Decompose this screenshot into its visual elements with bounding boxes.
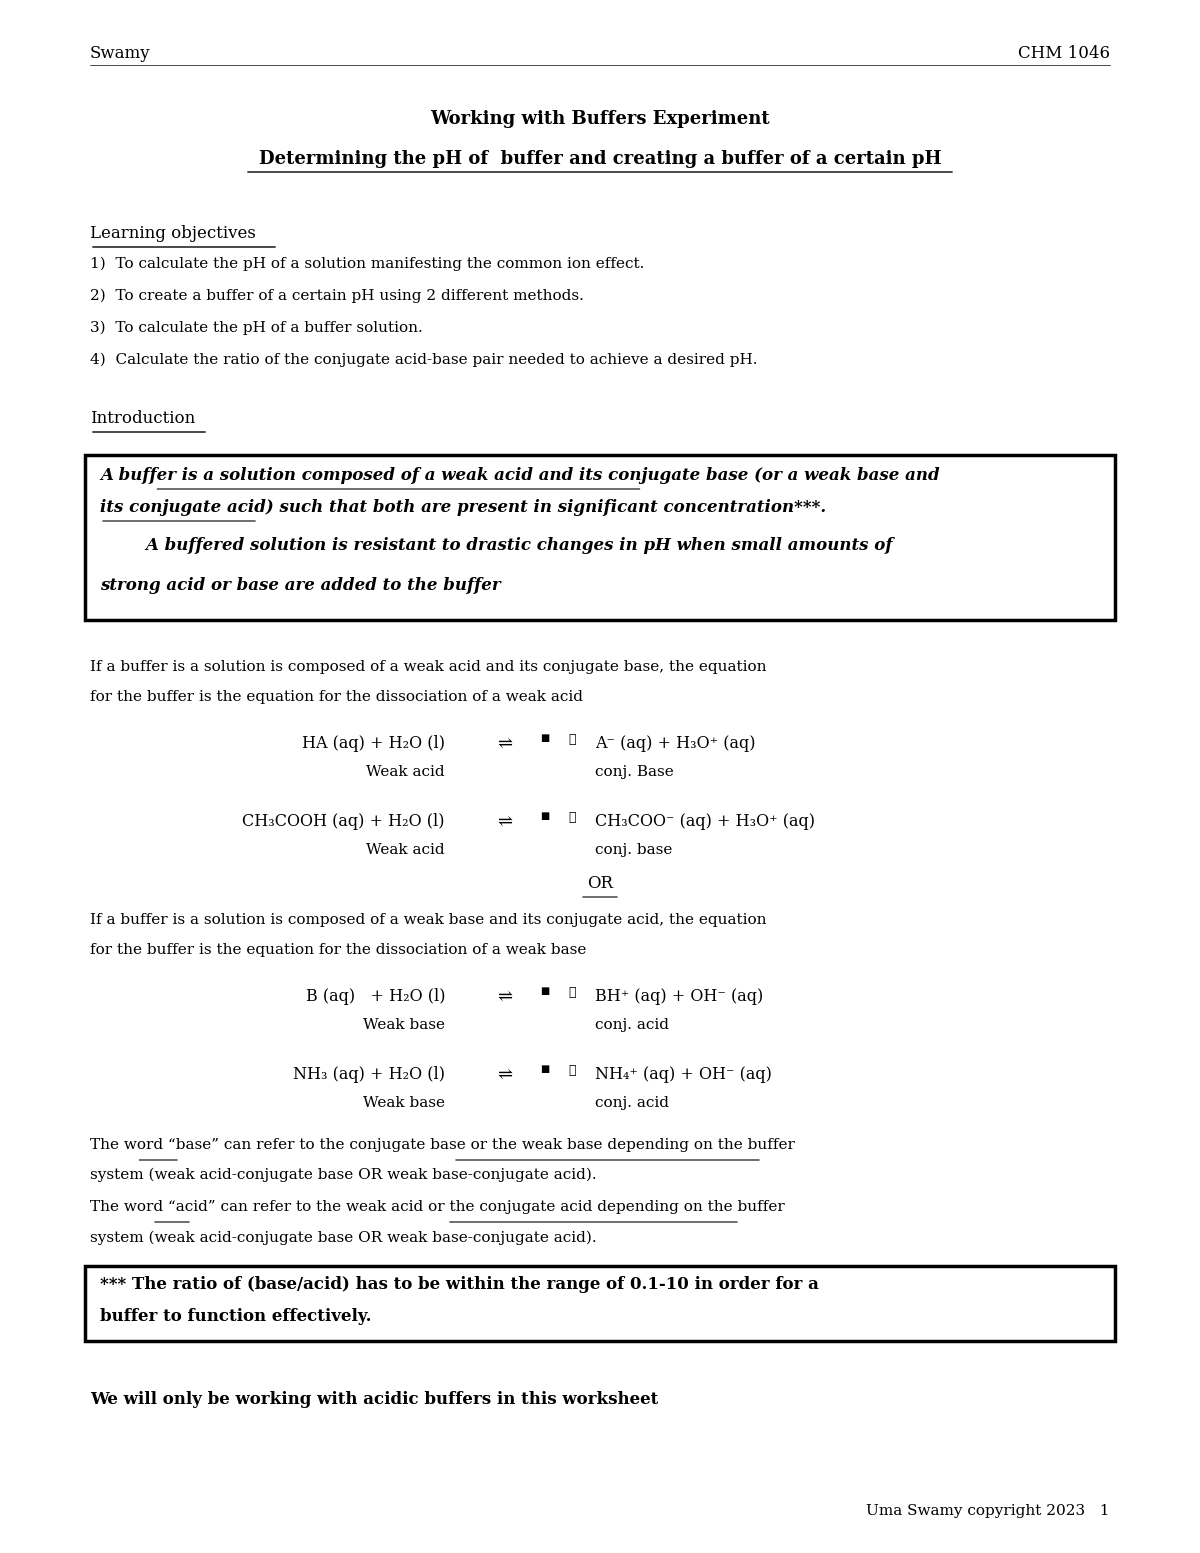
Text: ■: ■ — [540, 733, 550, 742]
Text: CHM 1046: CHM 1046 — [1018, 45, 1110, 62]
Text: A⁻ (aq) + H₃O⁺ (aq): A⁻ (aq) + H₃O⁺ (aq) — [595, 735, 756, 752]
Text: conj. acid: conj. acid — [595, 1019, 670, 1033]
Text: ⇌: ⇌ — [498, 814, 512, 831]
Text: CH₃COO⁻ (aq) + H₃O⁺ (aq): CH₃COO⁻ (aq) + H₃O⁺ (aq) — [595, 814, 815, 829]
Text: buffer to function effectively.: buffer to function effectively. — [100, 1308, 372, 1325]
Text: for the buffer is the equation for the dissociation of a weak acid: for the buffer is the equation for the d… — [90, 690, 583, 704]
Text: Weak base: Weak base — [364, 1019, 445, 1033]
Text: strong acid or base are added to the buffer: strong acid or base are added to the buf… — [100, 578, 500, 593]
Text: Swamy: Swamy — [90, 45, 151, 62]
Text: Uma Swamy copyright 2023   1: Uma Swamy copyright 2023 1 — [866, 1503, 1110, 1517]
Text: ■: ■ — [540, 811, 550, 822]
Text: ⇌: ⇌ — [498, 735, 512, 753]
Text: If a buffer is a solution is composed of a weak base and its conjugate acid, the: If a buffer is a solution is composed of… — [90, 913, 767, 927]
Text: Weak acid: Weak acid — [366, 843, 445, 857]
Text: Determining the pH of  buffer and creating a buffer of a certain pH: Determining the pH of buffer and creatin… — [259, 151, 941, 168]
Text: ⓟ: ⓟ — [569, 811, 576, 825]
Text: 1)  To calculate the pH of a solution manifesting the common ion effect.: 1) To calculate the pH of a solution man… — [90, 256, 644, 272]
Text: 2)  To create a buffer of a certain pH using 2 different methods.: 2) To create a buffer of a certain pH us… — [90, 289, 584, 303]
Text: system (weak acid-conjugate base OR weak base-conjugate acid).: system (weak acid-conjugate base OR weak… — [90, 1168, 596, 1182]
Text: conj. Base: conj. Base — [595, 766, 673, 780]
Text: Learning objectives: Learning objectives — [90, 225, 256, 242]
Text: Weak acid: Weak acid — [366, 766, 445, 780]
Text: Introduction: Introduction — [90, 410, 196, 427]
Text: OR: OR — [587, 874, 613, 891]
Text: NH₃ (aq) + H₂O (l): NH₃ (aq) + H₂O (l) — [293, 1065, 445, 1082]
FancyBboxPatch shape — [85, 1266, 1115, 1340]
Text: A buffer is a solution composed of a weak acid and its conjugate base (or a weak: A buffer is a solution composed of a wea… — [100, 467, 940, 485]
Text: The word “base” can refer to the conjugate base or the weak base depending on th: The word “base” can refer to the conjuga… — [90, 1138, 794, 1152]
Text: ■: ■ — [540, 986, 550, 995]
Text: 3)  To calculate the pH of a buffer solution.: 3) To calculate the pH of a buffer solut… — [90, 321, 422, 335]
Text: ■: ■ — [540, 1064, 550, 1075]
Text: conj. base: conj. base — [595, 843, 672, 857]
Text: ⓟ: ⓟ — [569, 1064, 576, 1076]
Text: HA (aq) + H₂O (l): HA (aq) + H₂O (l) — [302, 735, 445, 752]
Text: ⇌: ⇌ — [498, 988, 512, 1006]
Text: 4)  Calculate the ratio of the conjugate acid-base pair needed to achieve a desi: 4) Calculate the ratio of the conjugate … — [90, 353, 757, 368]
Text: ⓟ: ⓟ — [569, 733, 576, 745]
Text: system (weak acid-conjugate base OR weak base-conjugate acid).: system (weak acid-conjugate base OR weak… — [90, 1232, 596, 1246]
Text: NH₄⁺ (aq) + OH⁻ (aq): NH₄⁺ (aq) + OH⁻ (aq) — [595, 1065, 772, 1082]
Text: CH₃COOH (aq) + H₂O (l): CH₃COOH (aq) + H₂O (l) — [242, 814, 445, 829]
Text: *** The ratio of (base/acid) has to be within the range of 0.1-10 in order for a: *** The ratio of (base/acid) has to be w… — [100, 1277, 818, 1294]
Text: Weak base: Weak base — [364, 1096, 445, 1110]
Text: A buffered solution is resistant to drastic changes in pH when small amounts of: A buffered solution is resistant to dras… — [100, 537, 893, 554]
Text: its conjugate acid) such that both are present in significant concentration***.: its conjugate acid) such that both are p… — [100, 499, 826, 516]
Text: Working with Buffers Experiment: Working with Buffers Experiment — [430, 110, 770, 127]
Text: BH⁺ (aq) + OH⁻ (aq): BH⁺ (aq) + OH⁻ (aq) — [595, 988, 763, 1005]
FancyBboxPatch shape — [85, 455, 1115, 620]
Text: conj. acid: conj. acid — [595, 1096, 670, 1110]
Text: We will only be working with acidic buffers in this worksheet: We will only be working with acidic buff… — [90, 1391, 659, 1409]
Text: If a buffer is a solution is composed of a weak acid and its conjugate base, the: If a buffer is a solution is composed of… — [90, 660, 767, 674]
Text: ⇌: ⇌ — [498, 1065, 512, 1084]
Text: The word “acid” can refer to the weak acid or the conjugate acid depending on th: The word “acid” can refer to the weak ac… — [90, 1200, 785, 1214]
Text: ⓟ: ⓟ — [569, 986, 576, 999]
Text: B (aq)   + H₂O (l): B (aq) + H₂O (l) — [306, 988, 445, 1005]
Text: for the buffer is the equation for the dissociation of a weak base: for the buffer is the equation for the d… — [90, 943, 587, 957]
